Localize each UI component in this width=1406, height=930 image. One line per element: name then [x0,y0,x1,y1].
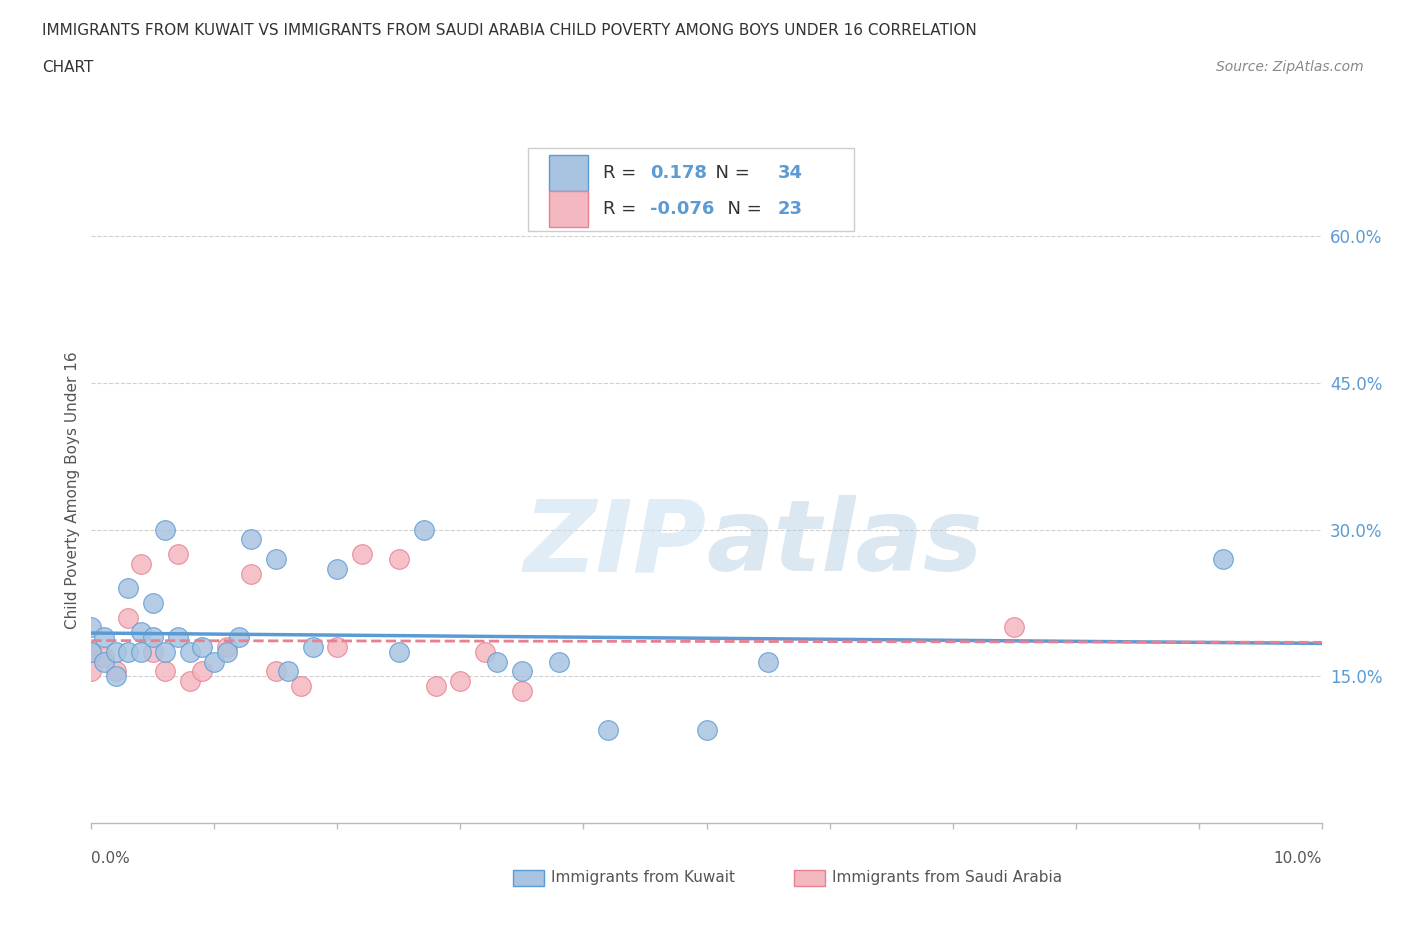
Point [142,595,165,610]
Text: N =: N = [716,200,768,218]
Point [93,655,115,670]
Text: R =: R = [603,200,643,218]
Point [80,644,103,659]
Point [129,556,152,571]
Point [179,644,201,659]
Text: 23: 23 [778,200,803,218]
Point [179,674,201,689]
Text: 10.0%: 10.0% [1274,851,1322,866]
Point [449,674,471,689]
Text: atlas: atlas [706,496,983,592]
Point [215,640,238,655]
Point [93,649,115,664]
Point [510,684,533,698]
Point [756,655,779,670]
Point [117,610,139,625]
Point [166,630,188,644]
Point [350,547,373,562]
Point [547,655,569,670]
Point [1212,551,1234,566]
Text: ZIP: ZIP [523,496,706,592]
Point [93,630,115,644]
Point [215,644,238,659]
Point [80,644,103,659]
Point [129,644,152,659]
Point [142,644,165,659]
Point [117,581,139,596]
Point [425,679,447,694]
Point [105,644,127,659]
Text: CHART: CHART [42,60,94,75]
Text: 34: 34 [778,164,803,182]
Point [228,630,250,644]
Point [166,547,188,562]
Point [142,630,165,644]
Point [474,644,496,659]
Point [105,669,127,684]
Point [290,679,312,694]
Point [153,523,177,538]
Text: R =: R = [603,164,648,182]
Text: -0.076: -0.076 [650,200,714,218]
Point [486,655,509,670]
Point [326,640,349,655]
Point [596,723,619,737]
Text: IMMIGRANTS FROM KUWAIT VS IMMIGRANTS FROM SAUDI ARABIA CHILD POVERTY AMONG BOYS : IMMIGRANTS FROM KUWAIT VS IMMIGRANTS FRO… [42,23,977,38]
Point [412,523,434,538]
Point [277,664,299,679]
Point [80,620,103,635]
Point [153,664,177,679]
Point [80,664,103,679]
Point [153,644,177,659]
FancyBboxPatch shape [529,148,853,232]
Point [1002,620,1025,635]
Point [388,551,411,566]
Point [696,723,718,737]
Point [129,625,152,640]
Point [301,640,323,655]
Point [264,551,287,566]
Text: 0.178: 0.178 [650,164,707,182]
Text: N =: N = [704,164,755,182]
FancyBboxPatch shape [548,191,588,227]
Point [105,664,127,679]
Text: Source: ZipAtlas.com: Source: ZipAtlas.com [1216,60,1364,74]
FancyBboxPatch shape [548,154,588,192]
Point [191,664,214,679]
Y-axis label: Child Poverty Among Boys Under 16: Child Poverty Among Boys Under 16 [65,352,80,630]
Point [117,644,139,659]
Point [388,644,411,659]
Point [240,532,263,547]
Text: Immigrants from Kuwait: Immigrants from Kuwait [551,870,735,885]
Text: 0.0%: 0.0% [91,851,131,866]
Point [510,664,533,679]
Point [326,562,349,577]
Point [264,664,287,679]
Text: Immigrants from Saudi Arabia: Immigrants from Saudi Arabia [832,870,1063,885]
Point [191,640,214,655]
Point [240,566,263,581]
Point [202,655,225,670]
